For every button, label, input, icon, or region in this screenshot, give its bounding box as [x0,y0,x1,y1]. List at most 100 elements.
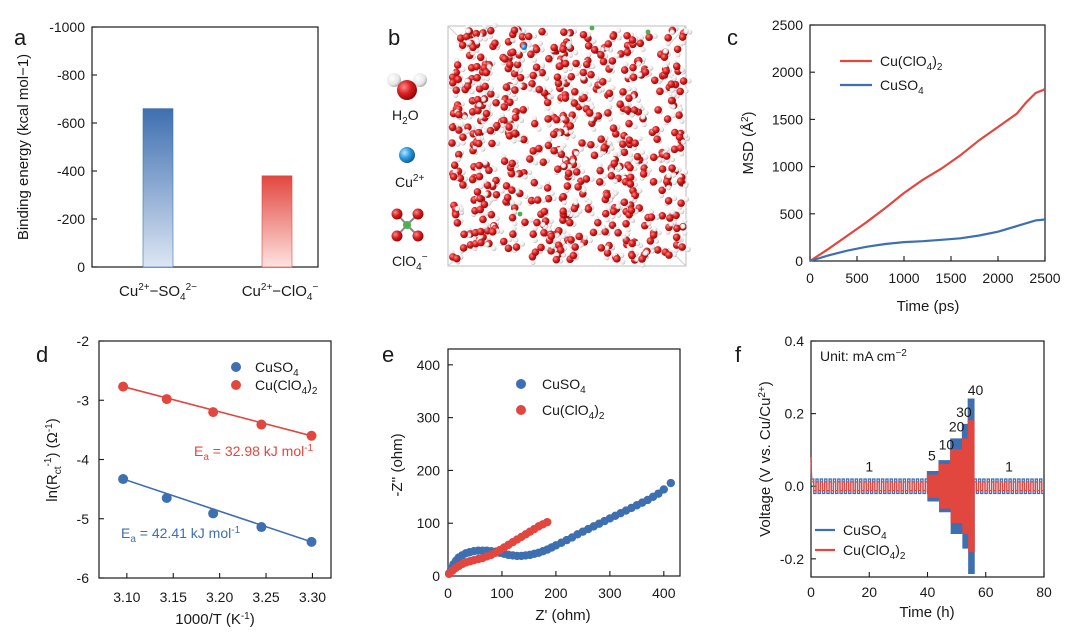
oxygen-atom [486,126,495,135]
hydrogen-atom [643,110,649,116]
ea-annotation-clo4: Ea = 32.98 kJ mol-1 [194,443,314,463]
legend-marker-so4 [231,362,241,372]
chart-c-xtick-label: 2000 [982,270,1013,286]
hydrogen-atom [513,237,519,243]
hydrogen-atom [596,88,603,94]
clo4-ion-icon [391,208,424,242]
oxygen-atom [533,196,542,204]
chart-e: 0 100 200 300 400 0 100 200 300 400 Z' (ohm) -Z''… [389,348,681,624]
chart-d-xtick-label: 3.20 [206,589,233,605]
oxygen-atom [491,39,499,48]
oxygen-atom [511,129,519,138]
hydrogen-atom [573,199,579,206]
oxygen-atom [454,75,462,84]
hydrogen-atom [582,234,588,241]
hydrogen-atom [474,39,480,45]
hydrogen-atom [686,78,692,84]
hydrogen-atom [565,232,571,238]
box-edge [667,25,687,47]
chart-a-ytick-label: -400 [57,163,85,179]
hydrogen-atom [609,63,615,69]
hydrogen-atom [594,75,600,81]
oxygen-atom [605,89,614,98]
water-molecules [447,22,693,268]
hydrogen-atom [646,220,652,226]
oxygen-atom [527,196,536,205]
oxygen-atom [614,229,622,237]
hydrogen-atom [512,221,518,227]
oxygen-atom [508,186,516,195]
oxygen-atom [658,165,667,173]
hydrogen-atom [465,28,471,34]
oxygen-atom [641,68,650,76]
hydrogen-atom [612,178,618,184]
oxygen-atom [662,67,670,75]
hydrogen-atom [643,154,649,160]
oxygen-atom [453,219,462,227]
oxygen-atom [453,254,461,263]
oxygen-atom [511,113,520,122]
oxygen-atom [459,244,468,252]
hydrogen-atom [512,125,518,131]
hydrogen-atom [568,129,574,135]
oxygen-atom [620,66,629,74]
hydrogen-atom [499,188,505,194]
oxygen-atom [544,141,553,150]
chart-e-xtick-label: 100 [490,585,514,601]
oxygen-atom [675,111,683,119]
hydrogen-atom [565,42,572,48]
hydrogen-atom [530,259,536,266]
panel-label-f: f [735,342,742,367]
chart-f-ytick-label: 0.0 [785,478,805,494]
oxygen-atom [476,53,485,62]
hydrogen-atom [544,180,550,186]
hydrogen-atom [623,61,629,67]
oxygen-atom [572,168,581,176]
oxygen-atom [567,72,576,81]
oxygen-atom [678,33,687,41]
cu-ion [521,44,527,50]
hydrogen-atom [682,230,688,236]
hydrogen-atom [669,209,676,215]
oxygen-atom [664,197,673,205]
hydrogen-atom [578,242,584,248]
hydrogen-atom [616,165,623,171]
oxygen-atom [597,244,606,252]
oxygen-atom [473,73,482,82]
chart-c-legend: Cu(ClO4)2 CuSO4 [840,53,943,97]
chart-d-point [306,430,317,441]
oxygen-atom [625,136,634,144]
oxygen-atom [627,206,636,215]
oxygen-atom [552,115,561,124]
hydrogen-atom [607,104,613,110]
cu-ion-icon [399,147,415,163]
hydrogen-atom [539,62,546,68]
hydrogen-atom [532,160,539,166]
hydrogen-atom [656,177,663,183]
hydrogen-atom [591,126,597,132]
oxygen-atom [590,151,599,160]
chart-e-point [543,517,552,527]
chart-c-ytick-label: 500 [780,206,804,222]
oxygen-atom [653,246,662,254]
hydrogen-atom [540,197,546,204]
oxygen-atom [662,152,671,160]
chart-d-point [256,419,267,430]
oxygen-atom [474,106,482,115]
hydrogen-atom [566,164,572,170]
oxygen-atom [506,60,514,69]
oxygen-atom [499,116,508,125]
legend-clo4: Cu(ClO4)2 [255,377,318,397]
oxygen-atom [480,200,489,209]
oxygen-atom [456,34,465,43]
chart-a-bar [142,108,174,268]
hydrogen-atom [467,114,473,120]
hydrogen-atom [610,84,616,91]
hydrogen-atom [572,50,579,56]
oxygen-atom [660,53,669,62]
hydrogen-atom [679,67,685,73]
panel-label-c: c [727,25,738,50]
oxygen-atom [571,243,579,251]
legend-clo4: Cu(ClO4)2 [880,53,943,73]
oxygen-atom [673,224,681,233]
